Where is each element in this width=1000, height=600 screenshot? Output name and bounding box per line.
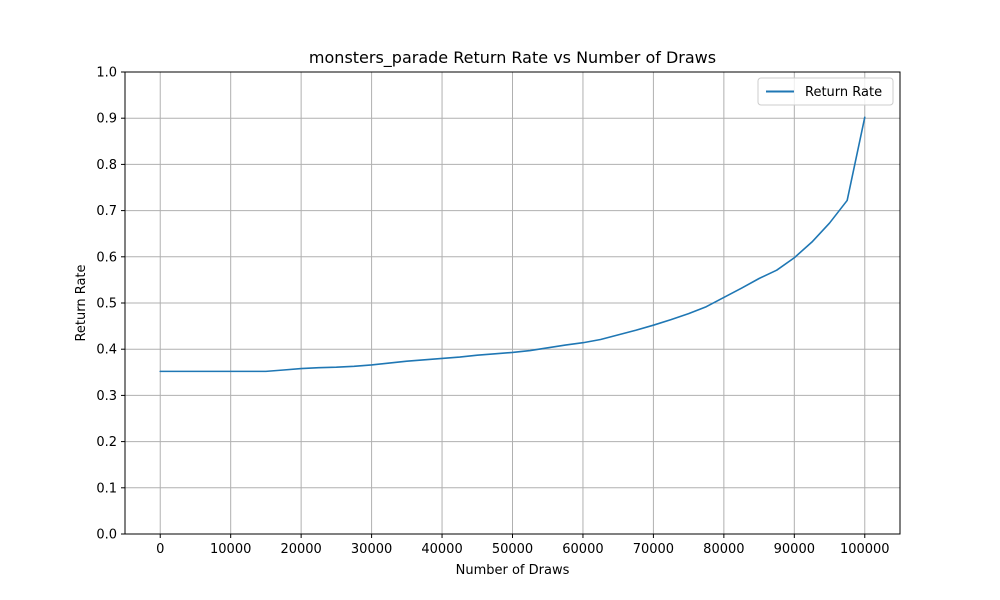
y-tick-label: 0.3	[96, 389, 117, 404]
y-tick-label: 0.1	[96, 481, 117, 496]
y-axis-title: Return Rate	[74, 264, 89, 341]
chart-title: monsters_parade Return Rate vs Number of…	[309, 48, 716, 68]
legend: Return Rate	[757, 77, 894, 106]
x-axis-title: Number of Draws	[456, 563, 570, 578]
x-tick-label: 80000	[703, 542, 744, 557]
y-tick-label: 0.4	[96, 343, 117, 358]
y-tick-label: 0.7	[96, 204, 117, 219]
x-tick-label: 0	[156, 542, 164, 557]
y-axis-ticks: 0.0 0.1 0.2 0.3 0.4 0.5 0.6 0.7 0.8 0.9 1.0	[96, 66, 125, 543]
x-tick-label: 90000	[774, 542, 815, 557]
legend-label-return-rate: Return Rate	[805, 85, 882, 100]
series-line-return-rate	[159, 116, 866, 373]
x-tick-label: 100000	[840, 542, 890, 557]
y-tick-label: 0.6	[96, 250, 117, 265]
x-tick-label: 10000	[210, 542, 251, 557]
y-tick-label: 1.0	[96, 66, 117, 81]
x-tick-label: 50000	[492, 542, 533, 557]
x-axis-ticks: 0 10000 20000 30000 40000 50000 60000 70000 8000…	[156, 534, 890, 557]
x-tick-label: 60000	[562, 542, 603, 557]
series-layer	[159, 116, 866, 373]
y-tick-label: 0.0	[96, 528, 117, 543]
y-tick-label: 0.8	[96, 158, 117, 173]
x-tick-label: 20000	[280, 542, 321, 557]
x-tick-label: 40000	[421, 542, 462, 557]
legend-box	[757, 77, 894, 106]
y-tick-label: 0.2	[96, 435, 117, 450]
x-tick-label: 70000	[633, 542, 674, 557]
y-tick-label: 0.5	[96, 297, 117, 312]
y-tick-label: 0.9	[96, 112, 117, 127]
x-tick-label: 30000	[351, 542, 392, 557]
